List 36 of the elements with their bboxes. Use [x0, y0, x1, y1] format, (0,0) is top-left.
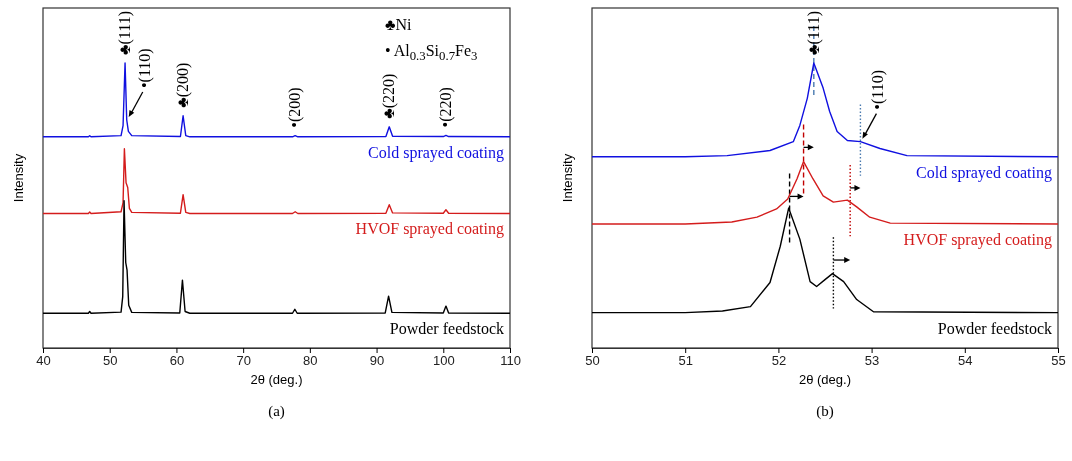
x-tick-label: 80 [303, 353, 318, 369]
x-tick-label: 51 [678, 353, 693, 369]
text: (a) [268, 403, 285, 420]
annotation: •(110) [135, 48, 154, 88]
x-tick-label: 100 [432, 353, 455, 369]
x-tick-label: 52 [771, 353, 787, 369]
x-tick-label: 54 [958, 353, 973, 369]
x-tick-label: 70 [236, 353, 251, 369]
x-tick-label: 60 [169, 353, 185, 369]
series-label: Powder feedstock [389, 320, 504, 338]
x-tick-label: 90 [369, 353, 385, 369]
y-axis-title: Intensity [560, 153, 575, 203]
text: • Al$_{0.3}$Si$_{0.7}$Fe$_{3}$ [385, 42, 478, 63]
series-label: Powder feedstock [937, 319, 1052, 337]
x-tick-label: 50 [585, 353, 600, 369]
x-tick-label: 50 [102, 353, 118, 369]
annotation: ♣(111) [116, 11, 135, 55]
series-label: HVOF sprayed coating [903, 231, 1052, 250]
series-label: HVOF sprayed coating [355, 220, 504, 239]
series-label: Cold sprayed coating [916, 163, 1052, 182]
series-label: Cold sprayed coating [368, 143, 504, 162]
y-axis-title: Intensity [11, 153, 26, 203]
annotation: •(200) [286, 87, 305, 128]
annotation: •(220) [436, 87, 455, 128]
annotation: ♣(220) [380, 73, 399, 119]
x-tick-label: 53 [864, 353, 880, 369]
x-tick-label: 55 [1051, 353, 1066, 369]
annotation: ♣(111) [804, 11, 823, 55]
x-axis-title: 2θ (deg.) [250, 372, 303, 387]
text: (b) [816, 403, 834, 420]
x-axis-title: 2θ (deg.) [798, 372, 852, 387]
text: ♣Ni [385, 16, 413, 33]
x-tick-label: 110 [500, 353, 521, 369]
annotation: ♣(200) [174, 62, 193, 108]
x-tick-label: 40 [36, 353, 51, 369]
annotation: •(110) [869, 69, 888, 110]
